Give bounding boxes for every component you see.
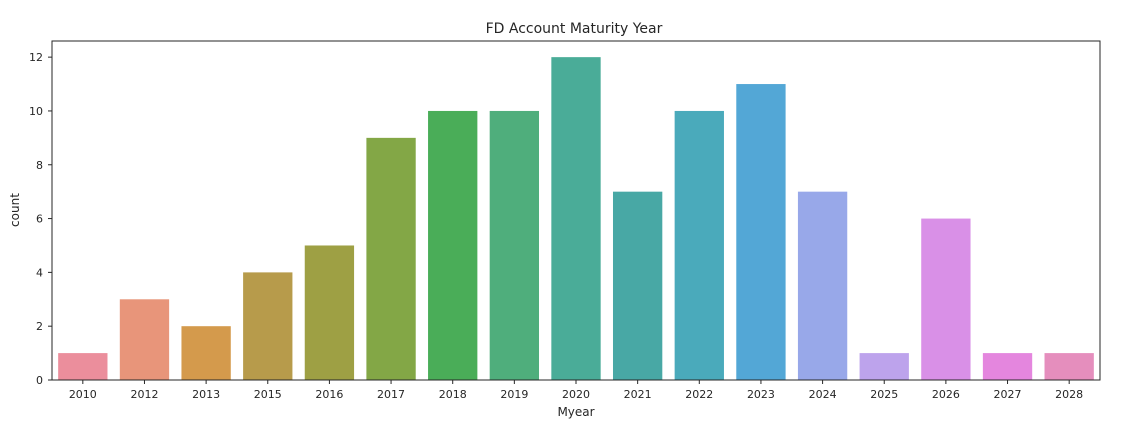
bar-2012 bbox=[119, 299, 170, 380]
x-tick-label-2019: 2019 bbox=[500, 388, 528, 401]
x-tick-label-2010: 2010 bbox=[69, 388, 97, 401]
x-tick-label-2025: 2025 bbox=[870, 388, 898, 401]
x-tick-label-2015: 2015 bbox=[254, 388, 282, 401]
bar-2019 bbox=[489, 110, 540, 380]
x-tick-label-2018: 2018 bbox=[439, 388, 467, 401]
bar-2018 bbox=[428, 110, 478, 380]
bar-2015 bbox=[243, 272, 293, 380]
bar-2017 bbox=[366, 137, 416, 380]
bar-2027 bbox=[982, 353, 1033, 380]
y-tick-label-4: 4 bbox=[36, 266, 43, 279]
x-tick-label-2022: 2022 bbox=[685, 388, 713, 401]
bar-2024 bbox=[797, 191, 848, 380]
bar-2010 bbox=[58, 353, 108, 380]
y-tick-label-2: 2 bbox=[36, 320, 43, 333]
y-axis: 0 2 4 6 8 10 12 bbox=[29, 51, 52, 387]
x-tick-label-2020: 2020 bbox=[562, 388, 590, 401]
bar-2021 bbox=[612, 191, 663, 380]
bars-group bbox=[58, 57, 1094, 381]
y-tick-label-12: 12 bbox=[29, 51, 43, 64]
x-tick-label-2012: 2012 bbox=[130, 388, 158, 401]
x-axis: 2010 2012 2013 2015 2016 2017 2018 2019 2020 2021… bbox=[69, 380, 1083, 401]
bar-2025 bbox=[859, 353, 909, 380]
x-tick-label-2016: 2016 bbox=[315, 388, 343, 401]
bar-2026 bbox=[921, 218, 971, 380]
x-tick-label-2027: 2027 bbox=[994, 388, 1022, 401]
y-tick-label-8: 8 bbox=[36, 159, 43, 172]
x-tick-label-2028: 2028 bbox=[1055, 388, 1083, 401]
y-tick-label-6: 6 bbox=[36, 213, 43, 226]
bar-2013 bbox=[181, 326, 231, 380]
x-axis-label: Myear bbox=[557, 405, 594, 419]
x-tick-label-2023: 2023 bbox=[747, 388, 775, 401]
x-tick-label-2024: 2024 bbox=[809, 388, 837, 401]
bar-2016 bbox=[304, 245, 355, 380]
bar-2020 bbox=[551, 57, 601, 380]
x-tick-label-2013: 2013 bbox=[192, 388, 220, 401]
bar-2023 bbox=[736, 84, 786, 381]
x-tick-label-2026: 2026 bbox=[932, 388, 960, 401]
y-axis-label: count bbox=[8, 193, 22, 227]
bar-2028 bbox=[1044, 353, 1094, 380]
y-tick-label-0: 0 bbox=[36, 374, 43, 387]
y-tick-label-10: 10 bbox=[29, 105, 43, 118]
x-tick-label-2017: 2017 bbox=[377, 388, 405, 401]
bar-2022 bbox=[674, 110, 724, 380]
chart-title: FD Account Maturity Year bbox=[486, 21, 663, 37]
x-tick-label-2021: 2021 bbox=[624, 388, 652, 401]
